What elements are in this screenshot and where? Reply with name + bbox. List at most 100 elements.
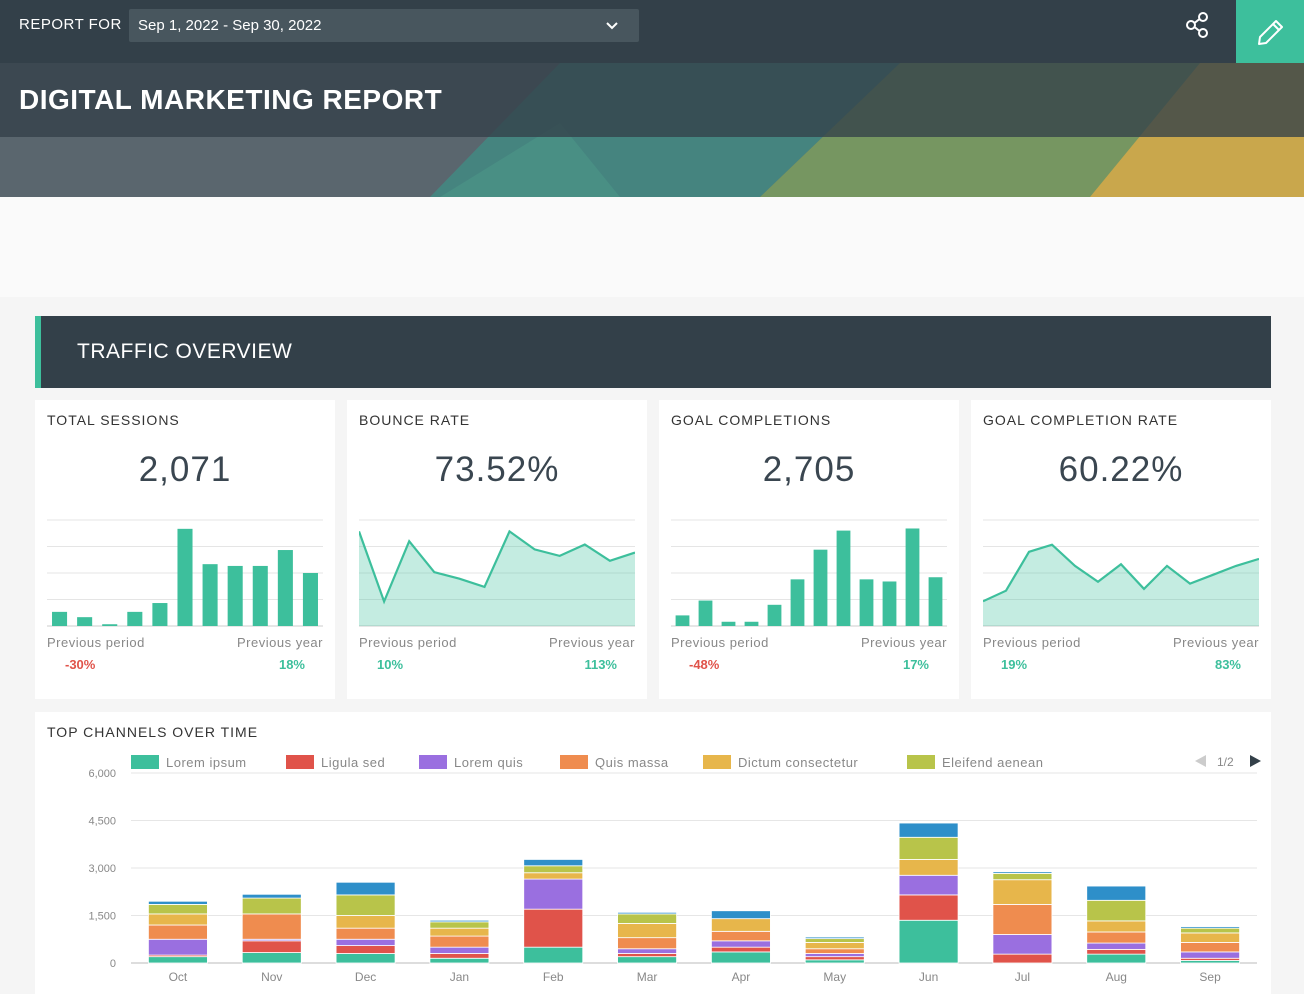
stacked-bar-segment [148, 938, 208, 956]
spacer [0, 197, 1304, 297]
sparkline-bar [302, 573, 318, 626]
x-tick-label: Jun [919, 970, 938, 984]
stacked-bar-segment [992, 934, 1053, 955]
y-tick-label: 3,000 [88, 863, 116, 875]
kpi-sparkline [983, 519, 1259, 627]
x-tick-label: Apr [732, 970, 751, 984]
y-tick-label: 0 [110, 958, 116, 970]
stacked-bar-segment [335, 938, 396, 946]
stacked-bar-segment [711, 946, 771, 953]
kpi-card-goal-completions: GOAL COMPLETIONS 2,705 Previous period P… [659, 400, 959, 699]
stacked-bar-segment [711, 940, 771, 948]
sparkline-bar [202, 564, 218, 626]
previous-year-change: 83% [1214, 657, 1241, 672]
share-button[interactable] [1177, 8, 1217, 42]
stacked-bar-segment [1086, 942, 1147, 950]
section-title: TRAFFIC OVERVIEW [77, 340, 293, 363]
legend-label: Dictum consectetur [738, 755, 859, 770]
stacked-bar-segment [992, 953, 1053, 964]
chevron-down-icon [605, 17, 619, 38]
stacked-bar-segment [335, 953, 396, 964]
stacked-bar-segment [148, 924, 208, 940]
stacked-bar-segment [148, 913, 208, 926]
stacked-bar-segment [1086, 953, 1147, 964]
previous-period-change: -48% [689, 657, 720, 672]
stacked-bar-segment [992, 871, 1053, 874]
edit-button[interactable] [1236, 0, 1304, 63]
stacked-bar-segment [241, 893, 302, 899]
kpi-card-total-sessions: TOTAL SESSIONS 2,071 Previous period Pre… [35, 400, 335, 699]
x-tick-label: Feb [543, 970, 564, 984]
kpi-label: BOUNCE RATE [359, 412, 471, 428]
x-tick-label: Jan [450, 970, 469, 984]
previous-period-label: Previous period [47, 635, 145, 650]
stacked-bar-segment [241, 940, 302, 953]
date-range-value: Sep 1, 2022 - Sep 30, 2022 [138, 17, 322, 34]
stacked-bar-segment [1086, 920, 1147, 933]
legend-label: Ligula sed [321, 755, 386, 770]
stacked-bar-segment [617, 923, 677, 939]
pager-prev-icon[interactable] [1193, 753, 1209, 772]
top-channels-card: 0 1,500 3,000 4,500 6,000 Oct Nov Dec Jan Feb Mar A… [35, 712, 1271, 994]
banner-title-band [0, 63, 1304, 137]
sparkline-line [359, 529, 635, 605]
stacked-bar-segment [1180, 927, 1240, 934]
stacked-bar-segment [241, 897, 302, 915]
stacked-bar-segment [992, 904, 1053, 935]
stacked-bar-segment [804, 942, 865, 950]
stacked-bar-segment [429, 921, 490, 929]
stacked-bar-segment [429, 935, 490, 948]
stacked-bar-segment [711, 910, 771, 920]
stacked-bar-segment [429, 957, 490, 964]
stacked-bar-segment [429, 946, 490, 954]
previous-year-label: Previous year [861, 635, 947, 650]
report-for-label: REPORT FOR [19, 16, 122, 33]
legend-label: Eleifend aenean [942, 755, 1044, 770]
stacked-bar-segment [335, 881, 396, 896]
sparkline-bar [177, 528, 193, 626]
stacked-bar-segment [804, 953, 865, 958]
sparkline-bar [127, 611, 143, 626]
y-tick-label: 1,500 [88, 911, 116, 923]
stacked-bar-segment [711, 951, 771, 964]
date-range-select[interactable]: Sep 1, 2022 - Sep 30, 2022 [129, 9, 639, 42]
stacked-bar-segment [804, 948, 865, 954]
stacked-bar-segment [523, 865, 584, 874]
kpi-value: 73.52% [434, 450, 560, 489]
stacked-bar-segment [804, 956, 865, 961]
stacked-bar-segment [1086, 885, 1147, 901]
stacked-bar-segment [898, 919, 959, 964]
sparkline-bar [227, 565, 243, 626]
stacked-bar-segment [617, 953, 677, 958]
kpi-value: 2,705 [762, 450, 856, 489]
sparkline-bar [882, 581, 897, 626]
stacked-bar-segment [429, 953, 490, 959]
stacked-bar-segment [711, 918, 771, 932]
top-channels-chart: 0 1,500 3,000 4,500 6,000 Oct Nov Dec Jan Feb Mar A… [88, 768, 1257, 984]
banner: DIGITAL MARKETING REPORT [0, 63, 1304, 197]
stacked-bar-segment [1180, 926, 1240, 929]
x-tick-label: Nov [261, 970, 282, 984]
stacked-bar-segment [617, 937, 677, 950]
stacked-bar-segment [429, 927, 490, 937]
stacked-bar-segment [241, 952, 302, 964]
stacked-bar-segment [523, 946, 584, 964]
stacked-bar-segment [617, 913, 677, 924]
stacked-bar-segment [335, 927, 396, 940]
stacked-bar-segment [148, 956, 208, 964]
top-bar: REPORT FOR Sep 1, 2022 - Sep 30, 2022 [0, 0, 1304, 63]
pager-next-icon[interactable] [1247, 753, 1263, 772]
previous-year-change: 113% [584, 657, 617, 672]
x-tick-label: Dec [355, 970, 376, 984]
kpi-sparkline [47, 519, 323, 627]
stacked-bar-segment [804, 936, 865, 940]
kpi-value: 60.22% [1058, 450, 1184, 489]
legend-swatch [907, 755, 935, 769]
stacked-bar-segment [241, 913, 302, 940]
y-tick-label: 4,500 [88, 816, 116, 828]
kpi-sparkline [671, 519, 947, 627]
sparkline-bar [675, 615, 690, 626]
stacked-bar-segment [1180, 932, 1240, 943]
previous-year-change: 17% [902, 657, 929, 672]
stacked-bar-segment [992, 879, 1053, 905]
